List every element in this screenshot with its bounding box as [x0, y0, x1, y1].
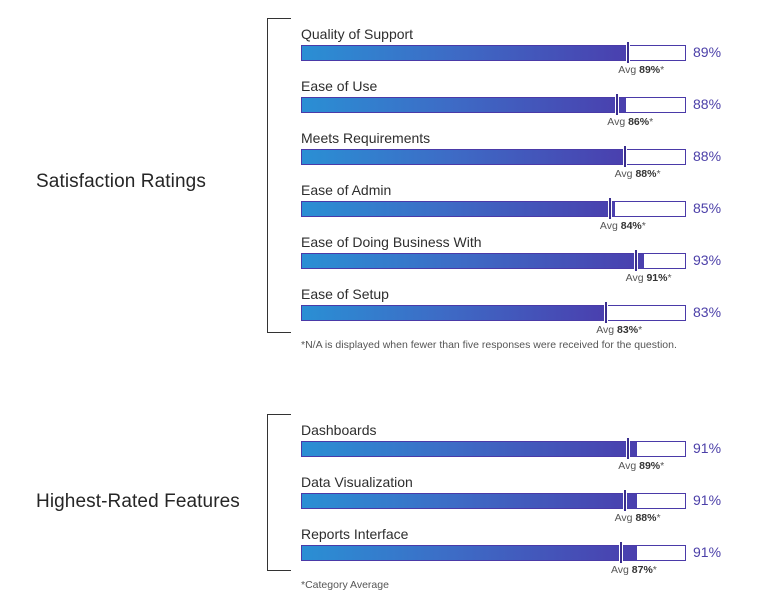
rating-bar-fill	[302, 442, 637, 456]
avg-value: 89%	[639, 64, 661, 76]
avg-marker	[626, 438, 631, 459]
avg-suffix: *	[667, 272, 672, 284]
avg-value: 88%	[635, 168, 657, 180]
rating-percent: 85%	[693, 200, 722, 216]
avg-label: Avg 86%*	[607, 116, 653, 128]
section-title-features: Highest-Rated Features	[36, 491, 240, 512]
rating-bar-track	[301, 201, 686, 217]
rating-bar-fill	[302, 98, 626, 112]
avg-marker	[622, 490, 627, 511]
avg-marker	[622, 146, 627, 167]
rating-bar-fill	[302, 546, 637, 560]
rating-bar-track	[301, 97, 686, 113]
avg-suffix: *	[641, 220, 646, 232]
rating-row: Reports Interface 91% Avg 87%*	[301, 526, 741, 576]
rating-percent: 89%	[693, 44, 722, 60]
avg-marker	[615, 94, 620, 115]
avg-prefix: Avg	[607, 116, 626, 128]
bracket-satisfaction	[267, 18, 291, 333]
avg-marker	[633, 250, 638, 271]
avg-prefix: Avg	[599, 220, 618, 232]
rating-percent: 91%	[693, 544, 722, 560]
rating-label: Ease of Doing Business With	[301, 234, 482, 250]
rating-row: Ease of Use 88% Avg 86%*	[301, 78, 741, 128]
rating-row: Ease of Admin 85% Avg 84%*	[301, 182, 741, 232]
rating-percent: 83%	[693, 304, 722, 320]
rating-bar-fill	[302, 254, 644, 268]
rating-bar-track	[301, 253, 686, 269]
avg-label: Avg 89%*	[618, 64, 664, 76]
rating-bar-fill	[302, 46, 630, 60]
avg-suffix: *	[656, 512, 661, 524]
avg-label: Avg 88%*	[615, 168, 661, 180]
avg-label: Avg 84%*	[600, 220, 646, 232]
rating-label: Ease of Admin	[301, 182, 392, 198]
rating-label: Reports Interface	[301, 526, 409, 542]
rating-row: Ease of Doing Business With 93% Avg 91%*	[301, 234, 741, 284]
avg-value: 83%	[617, 324, 639, 336]
rating-label: Quality of Support	[301, 26, 414, 42]
rating-bar-track	[301, 149, 686, 165]
avg-label: Avg 91%*	[626, 272, 672, 284]
rating-label: Ease of Use	[301, 78, 378, 94]
rating-row: Dashboards 91% Avg 89%*	[301, 422, 741, 472]
avg-value: 86%	[628, 116, 650, 128]
avg-prefix: Avg	[614, 168, 633, 180]
rating-row: Meets Requirements 88% Avg 88%*	[301, 130, 741, 180]
avg-marker	[626, 42, 631, 63]
avg-suffix: *	[660, 460, 665, 472]
rating-percent: 88%	[693, 96, 722, 112]
section-title-satisfaction: Satisfaction Ratings	[36, 171, 206, 192]
rating-label: Ease of Setup	[301, 286, 389, 302]
avg-label: Avg 87%*	[611, 564, 657, 576]
rating-bar-track	[301, 305, 686, 321]
rating-bar-track	[301, 493, 686, 509]
satisfaction-note: *N/A is displayed when fewer than five r…	[301, 339, 677, 351]
avg-label: Avg 83%*	[596, 324, 642, 336]
avg-suffix: *	[649, 116, 654, 128]
avg-label: Avg 88%*	[615, 512, 661, 524]
avg-prefix: Avg	[614, 512, 633, 524]
rating-label: Dashboards	[301, 422, 377, 438]
features-note: *Category Average	[301, 579, 389, 591]
rating-percent: 91%	[693, 492, 722, 508]
rating-bar-fill	[302, 202, 615, 216]
avg-prefix: Avg	[596, 324, 615, 336]
avg-prefix: Avg	[625, 272, 644, 284]
rating-row: Data Visualization 91% Avg 88%*	[301, 474, 741, 524]
rating-percent: 93%	[693, 252, 722, 268]
rating-row: Ease of Setup 83% Avg 83%*	[301, 286, 741, 336]
rating-bar-fill	[302, 150, 626, 164]
avg-prefix: Avg	[618, 460, 637, 472]
rating-percent: 88%	[693, 148, 722, 164]
avg-value: 89%	[639, 460, 661, 472]
avg-suffix: *	[652, 564, 657, 576]
avg-marker	[607, 198, 612, 219]
avg-value: 84%	[620, 220, 642, 232]
rating-percent: 91%	[693, 440, 722, 456]
rating-row: Quality of Support 89% Avg 89%*	[301, 26, 741, 76]
avg-value: 91%	[646, 272, 668, 284]
avg-marker	[618, 542, 623, 563]
bracket-features	[267, 414, 291, 571]
rating-bar-track	[301, 545, 686, 561]
avg-suffix: *	[638, 324, 643, 336]
rating-label: Meets Requirements	[301, 130, 431, 146]
rating-label: Data Visualization	[301, 474, 413, 490]
rating-bar-fill	[302, 306, 608, 320]
avg-marker	[604, 302, 609, 323]
avg-suffix: *	[660, 64, 665, 76]
avg-prefix: Avg	[610, 564, 629, 576]
rating-bar-track	[301, 441, 686, 457]
rating-bar-fill	[302, 494, 637, 508]
avg-label: Avg 89%*	[618, 460, 664, 472]
rating-bar-track	[301, 45, 686, 61]
avg-value: 88%	[635, 512, 657, 524]
avg-prefix: Avg	[618, 64, 637, 76]
avg-value: 87%	[631, 564, 653, 576]
avg-suffix: *	[656, 168, 661, 180]
